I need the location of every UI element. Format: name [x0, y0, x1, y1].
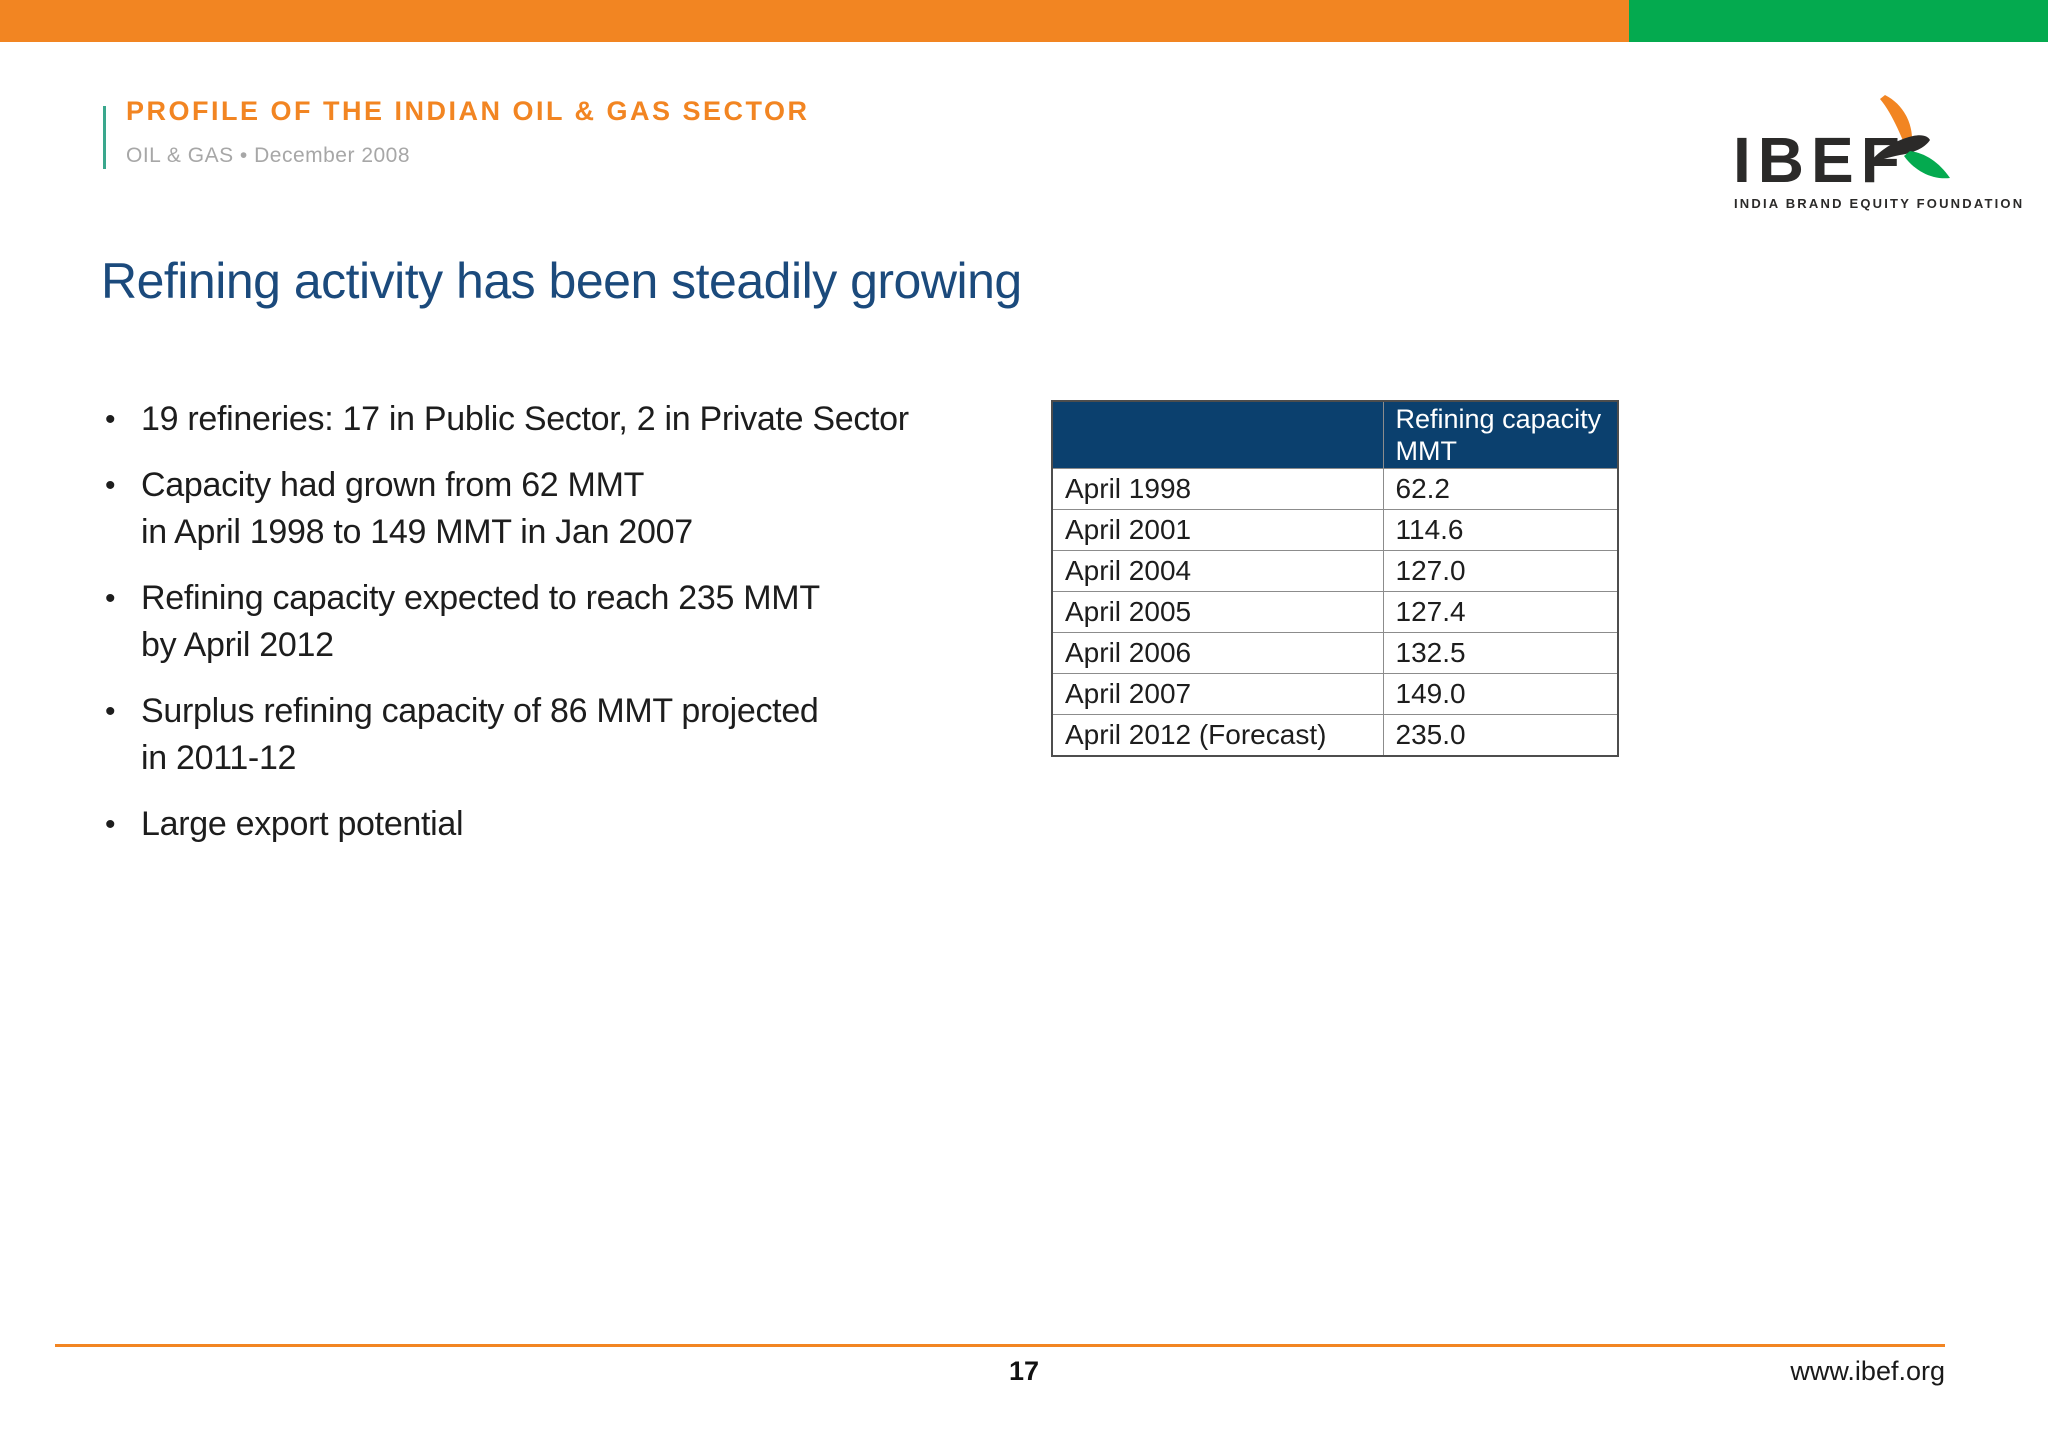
ibef-tagline: INDIA BRAND EQUITY FOUNDATION — [1734, 196, 2025, 211]
table-cell-period: April 2007 — [1051, 673, 1384, 715]
table-cell-period: April 1998 — [1051, 468, 1384, 510]
footer-divider — [55, 1344, 1945, 1347]
header-accent-line — [103, 106, 106, 169]
table-cell-value: 127.4 — [1382, 591, 1619, 633]
bullet-item: Capacity had grown from 62 MMT in April … — [105, 462, 1055, 556]
table-header-empty-cell — [1051, 400, 1384, 469]
ibef-bird-icon — [1869, 95, 1950, 179]
table-cell-period: April 2001 — [1051, 509, 1384, 551]
top-bar-green-segment — [1629, 0, 2048, 42]
table-cell-value: 127.0 — [1382, 550, 1619, 592]
bullet-list: 19 refineries: 17 in Public Sector, 2 in… — [105, 396, 1055, 867]
table-row: April 2001 114.6 — [1051, 509, 1619, 551]
table-header-capacity-cell: Refining capacity MMT — [1382, 400, 1619, 469]
slide-title: Refining activity has been steadily grow… — [101, 253, 1022, 309]
table-cell-period: April 2004 — [1051, 550, 1384, 592]
refining-capacity-table: Refining capacity MMT April 1998 62.2 Ap… — [1051, 400, 1619, 757]
table-cell-value: 132.5 — [1382, 632, 1619, 674]
bullet-item: Refining capacity expected to reach 235 … — [105, 575, 1055, 669]
ibef-wordmark: IBEF — [1733, 124, 1907, 196]
table-row: April 2005 127.4 — [1051, 591, 1619, 633]
table-row: April 2012 (Forecast) 235.0 — [1051, 714, 1619, 757]
table-cell-period: April 2005 — [1051, 591, 1384, 633]
table-row: April 2004 127.0 — [1051, 550, 1619, 592]
table-cell-period: April 2006 — [1051, 632, 1384, 674]
table-cell-value: 62.2 — [1382, 468, 1619, 510]
table-cell-value: 235.0 — [1382, 714, 1619, 757]
footer-website: www.ibef.org — [1790, 1356, 1945, 1386]
table-row: April 2007 149.0 — [1051, 673, 1619, 715]
bullet-item: Large export potential — [105, 801, 1055, 848]
bullet-item: Surplus refining capacity of 86 MMT proj… — [105, 688, 1055, 782]
top-bar — [0, 0, 2048, 42]
bullet-item: 19 refineries: 17 in Public Sector, 2 in… — [105, 396, 1055, 443]
table-row: April 1998 62.2 — [1051, 468, 1619, 510]
ibef-logo: IBEF INDIA BRAND EQUITY FOUNDATION — [1733, 90, 2022, 215]
table-cell-period: April 2012 (Forecast) — [1051, 714, 1384, 757]
report-title: PROFILE OF THE INDIAN OIL & GAS SECTOR — [126, 96, 810, 126]
page-number: 17 — [1008, 1356, 1040, 1386]
table-cell-value: 149.0 — [1382, 673, 1619, 715]
table-cell-value: 114.6 — [1382, 509, 1619, 551]
table-row: April 2006 132.5 — [1051, 632, 1619, 674]
report-subtitle: OIL & GAS • December 2008 — [126, 144, 411, 167]
table-header-row: Refining capacity MMT — [1051, 400, 1619, 469]
